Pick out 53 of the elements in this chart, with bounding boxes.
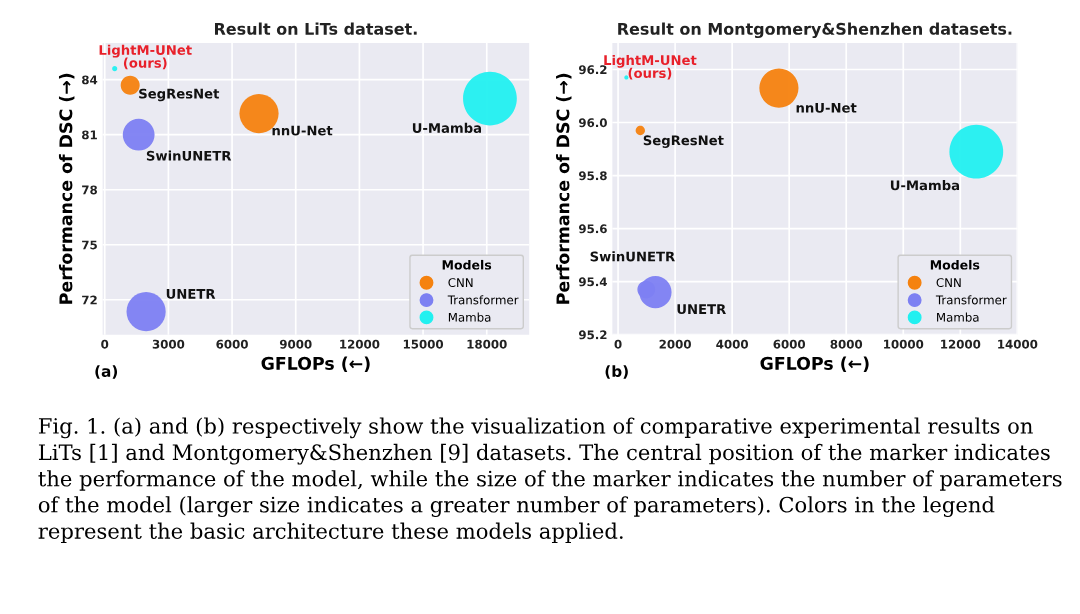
chart-title: Result on LiTs dataset. xyxy=(214,22,417,35)
legend-label: CNN xyxy=(936,278,961,288)
annotation: nnU-Net xyxy=(796,102,857,113)
y-axis-title: Performance of DSC (→) xyxy=(58,73,75,304)
y-tick-label: 84 xyxy=(82,75,98,85)
annotation: SwinUNETR xyxy=(146,150,232,161)
x-tick-label: 12000 xyxy=(340,339,380,349)
x-tick-label: 10000 xyxy=(884,339,924,349)
y-tick-label: 81 xyxy=(82,130,97,140)
x-tick-label: 6000 xyxy=(773,339,806,349)
annotation: SwinUNETR xyxy=(590,251,675,262)
y-axis-title: Performance of DSC (→) xyxy=(556,73,572,304)
x-tick-label: 0 xyxy=(101,339,109,349)
annotation: nnU-Net xyxy=(272,125,333,136)
annotation: UNETR xyxy=(166,289,216,299)
legend-label: CNN xyxy=(448,278,473,288)
text: (b) xyxy=(605,365,628,379)
x-tick-label: 6000 xyxy=(216,339,248,349)
x-tick-label: 14000 xyxy=(998,339,1038,349)
x-axis-title: GFLOPs (←) xyxy=(760,356,869,372)
y-tick-label: 95.6 xyxy=(578,224,607,234)
x-tick-label: 0 xyxy=(614,339,622,349)
y-tick-label: 95.8 xyxy=(578,171,607,181)
x-tick-label: 18000 xyxy=(467,339,507,349)
legend-title: Models xyxy=(442,259,492,270)
annotation: UNETR xyxy=(677,304,726,315)
caption: Fig. 1. (a) and (b) respectively show the visualization of comparative experimental results on LiTs [1] and Montgomery&Shenzhen [9] datasets. The central position of the marker indicates the performance of the model, while the size of the marker indicates the number of parameters of the model (larger size indicates a greater number of parameters). Colors in the legend represent the basic architecture these models applied. xyxy=(38,417,1062,544)
x-tick-label: 4000 xyxy=(716,339,749,349)
x-tick-label: 8000 xyxy=(830,339,863,349)
legend-label: Mamba xyxy=(937,312,979,322)
annotation: SegResNet xyxy=(643,135,724,148)
y-tick-label: 78 xyxy=(82,185,98,195)
x-tick-label: 9000 xyxy=(279,339,312,349)
annotation: U-Mamba xyxy=(412,122,481,133)
legend-label: Transformer xyxy=(447,295,519,305)
x-tick-label: 12000 xyxy=(941,339,981,349)
y-tick-label: 75 xyxy=(82,240,97,250)
x-axis-title: GFLOPs (←) xyxy=(261,356,370,372)
annotation: LightM-UNet (ours) xyxy=(99,44,192,70)
text: (a) xyxy=(95,365,118,379)
y-tick-label: 95.4 xyxy=(578,277,607,287)
y-tick-label: 95.2 xyxy=(578,330,607,340)
x-tick-label: 3000 xyxy=(152,339,185,349)
chart-title: Result on Montgomery&Shenzhen datasets. xyxy=(618,22,1012,39)
legend-title: Models xyxy=(930,259,980,270)
annotation: U-Mamba xyxy=(890,180,960,191)
x-tick-label: 2000 xyxy=(659,339,691,349)
annotation: SegResNet xyxy=(139,88,220,102)
x-tick-label: 15000 xyxy=(403,339,444,349)
legend-label: Transformer xyxy=(935,295,1007,305)
y-tick-label: 72 xyxy=(82,295,97,305)
legend-label: Mamba xyxy=(448,312,491,322)
y-tick-label: 96.0 xyxy=(578,118,607,128)
